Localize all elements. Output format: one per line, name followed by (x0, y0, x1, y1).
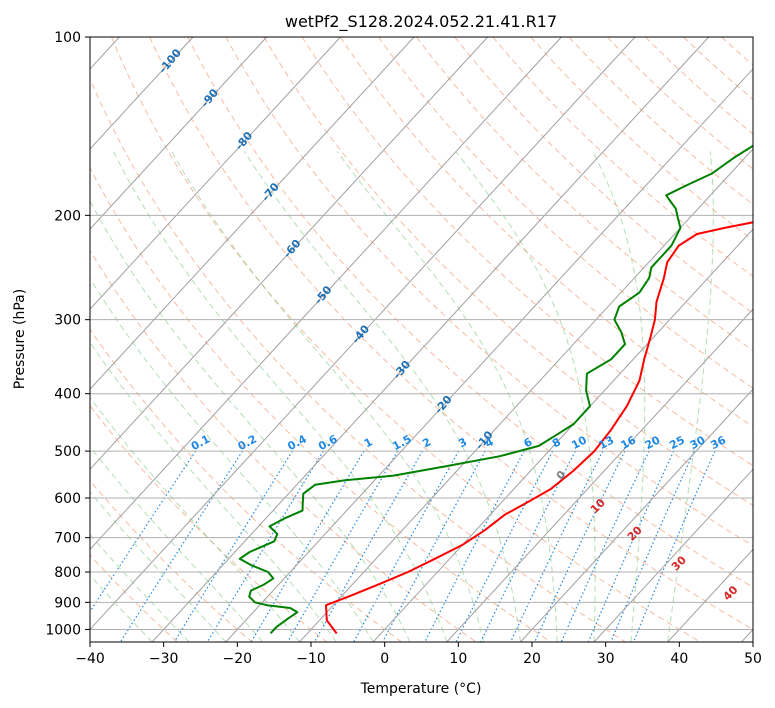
mixing-ratio-line (173, 450, 293, 642)
mixing-ratio-line (119, 450, 244, 642)
x-axis-label: Temperature (°C) (360, 681, 482, 697)
y-tick-label: 900 (54, 595, 81, 611)
dry-adiabat-line (416, 37, 753, 352)
mixing-ratio-label: 25 (667, 433, 687, 452)
y-tick-label: 700 (54, 531, 81, 547)
mixing-ratio-line (287, 450, 399, 642)
mixing-ratio-label: 20 (643, 433, 663, 452)
y-tick-label: 400 (54, 387, 81, 403)
moist-adiabat-line (667, 151, 714, 642)
dry-adiabat-line (90, 77, 626, 642)
isotherm-line (446, 308, 753, 642)
mixing-ratio-line (313, 450, 423, 642)
x-tick-label: −40 (75, 651, 105, 667)
y-tick-label: 100 (54, 30, 81, 46)
mixing-ratio-line (250, 450, 365, 642)
y-axis-label: Pressure (hPa) (12, 289, 28, 389)
dry-adiabat-line (530, 37, 753, 241)
moist-adiabat-line (592, 151, 646, 642)
dry-adiabat-line (339, 37, 753, 428)
mixing-ratio-line (353, 450, 460, 642)
isotherm-line (151, 37, 710, 642)
y-tick-label: 800 (54, 565, 81, 581)
mixing-ratio-line (587, 450, 675, 642)
dry-adiabat-line (225, 37, 753, 547)
isotherm-line (225, 68, 753, 642)
isotherm-line (520, 388, 753, 642)
dry-adiabat-line (454, 37, 753, 314)
mixing-ratio-label: 10 (569, 433, 589, 452)
temperature-profile-line (325, 221, 753, 635)
mixing-ratio-line (510, 450, 604, 642)
isotherm-line (90, 37, 636, 631)
x-tick-label: 0 (380, 651, 389, 667)
y-tick-label: 1000 (45, 622, 81, 638)
isotherm-line (593, 468, 753, 642)
chart-title: wetPf2_S128.2024.052.21.41.R17 (285, 12, 557, 32)
isotherm-line (90, 37, 415, 390)
y-tick-label: 300 (54, 313, 81, 329)
mixing-ratio-label: 13 (597, 433, 617, 452)
mixing-ratio-line (633, 450, 716, 642)
mixing-ratio-label: 36 (708, 433, 728, 452)
x-tick-label: 40 (670, 651, 688, 667)
moist-adiabat-line (336, 151, 558, 642)
isotherm-line (90, 37, 268, 230)
dry-adiabat-line (187, 37, 753, 588)
isotherm-line (372, 228, 753, 642)
mixing-ratio-line (382, 450, 486, 642)
dry-adiabat-line (111, 37, 701, 642)
dry-adiabat-line (568, 37, 753, 206)
y-tick-label: 500 (54, 444, 81, 460)
moist-adiabat-line (90, 277, 374, 642)
mixing-ratio-label: 16 (619, 433, 639, 452)
isotherm-line (90, 37, 489, 471)
mixing-ratio-line (206, 450, 324, 642)
mixing-ratio-line (424, 450, 525, 642)
dry-adiabat-line (263, 37, 753, 506)
mixing-ratio-line (610, 450, 695, 642)
dry-adiabat-line (90, 328, 402, 642)
x-tick-label: 10 (449, 651, 467, 667)
moist-adiabat-line (243, 151, 521, 642)
plot-frame (89, 36, 754, 643)
dry-adiabat-line (378, 37, 753, 389)
x-tick-label: −10 (296, 651, 326, 667)
x-tick-label: 50 (744, 651, 762, 667)
mixing-ratio-label: 30 (688, 433, 708, 452)
y-tick-label: 600 (54, 491, 81, 507)
dry-adiabat-line (149, 37, 753, 630)
x-tick-label: −30 (149, 651, 179, 667)
x-tick-label: −20 (223, 651, 253, 667)
dewpoint-profile-line (238, 144, 753, 634)
isotherm-line (90, 37, 194, 150)
isotherm-line (90, 37, 341, 310)
moist-adiabat-line (455, 151, 596, 642)
x-tick-label: 20 (523, 651, 541, 667)
isotherm-line (90, 37, 562, 551)
y-tick-label: 200 (54, 208, 81, 224)
isotherm-line (299, 148, 753, 642)
x-tick-label: 30 (597, 651, 615, 667)
